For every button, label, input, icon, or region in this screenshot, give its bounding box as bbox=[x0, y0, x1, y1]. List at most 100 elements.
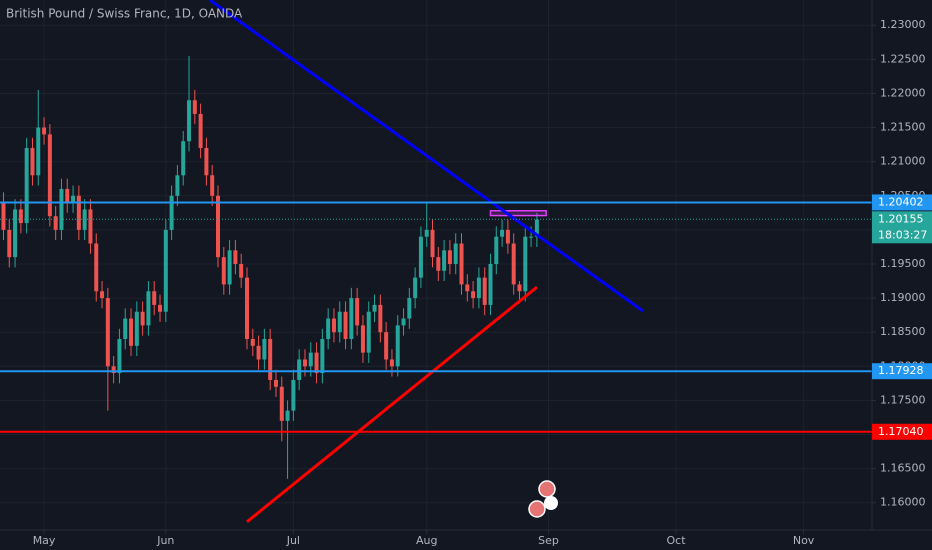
candle-body bbox=[436, 257, 441, 271]
candle-body bbox=[395, 325, 400, 367]
countdown-label: 18:03:27 bbox=[878, 228, 927, 241]
candle-body bbox=[94, 243, 99, 292]
candle-body bbox=[291, 379, 296, 411]
x-tick-label: Oct bbox=[667, 534, 687, 547]
candle-body bbox=[494, 236, 499, 264]
candle-body bbox=[18, 209, 23, 224]
y-tick-label: 1.19500 bbox=[880, 257, 926, 270]
candle-body bbox=[100, 291, 105, 299]
trend-line bbox=[209, 0, 644, 313]
y-tick-label: 1.21500 bbox=[880, 121, 926, 134]
candle-body bbox=[105, 298, 110, 367]
candle-body bbox=[42, 127, 47, 135]
candle-body bbox=[378, 304, 383, 333]
candle-body bbox=[152, 291, 157, 305]
candle-body bbox=[517, 284, 522, 292]
price-label-bg bbox=[872, 363, 932, 380]
candle-body bbox=[523, 236, 528, 292]
candle-body bbox=[360, 325, 365, 353]
candle-body bbox=[476, 277, 481, 299]
x-tick-label: May bbox=[33, 534, 56, 547]
candle-body bbox=[343, 311, 348, 340]
candle-body bbox=[302, 359, 307, 367]
candle-body bbox=[418, 236, 423, 278]
y-tick-label: 1.18500 bbox=[880, 325, 926, 338]
price-label: 1.17040 bbox=[878, 425, 924, 438]
y-tick-label: 1.16500 bbox=[880, 462, 926, 475]
candle-body bbox=[331, 318, 336, 333]
candle-body bbox=[349, 298, 354, 340]
candle-body bbox=[471, 291, 476, 299]
candle-body bbox=[407, 298, 412, 319]
event-icon[interactable] bbox=[528, 500, 546, 518]
candle-body bbox=[227, 250, 232, 285]
candle-body bbox=[221, 257, 226, 285]
candle-body bbox=[384, 332, 389, 360]
candle-body bbox=[233, 250, 238, 264]
last-price-label-bg bbox=[872, 211, 932, 244]
candle-body bbox=[355, 298, 360, 326]
candle-body bbox=[285, 410, 290, 421]
price-label-bg bbox=[872, 423, 932, 440]
candle-body bbox=[320, 339, 325, 374]
candle-body bbox=[169, 195, 174, 230]
candle-body bbox=[529, 236, 534, 238]
candle-body bbox=[273, 379, 278, 387]
candle-body bbox=[430, 229, 435, 258]
candle-body bbox=[413, 277, 418, 299]
y-tick-label: 1.22500 bbox=[880, 52, 926, 65]
candle-body bbox=[123, 318, 128, 340]
candle-body bbox=[268, 339, 273, 380]
price-label-bg bbox=[872, 194, 932, 211]
price-label: 1.20402 bbox=[878, 195, 924, 208]
x-tick-label: Jun bbox=[156, 534, 174, 547]
candle-body bbox=[314, 352, 319, 374]
grid bbox=[0, 0, 872, 530]
candle-body bbox=[7, 229, 12, 258]
candle-body bbox=[482, 277, 487, 305]
event-icon[interactable] bbox=[538, 480, 556, 498]
candle-body bbox=[117, 339, 122, 374]
candle-body bbox=[511, 243, 516, 285]
x-tick-label: Sep bbox=[538, 534, 559, 547]
candle-body bbox=[76, 195, 81, 230]
plot bbox=[0, 0, 872, 523]
candle-body bbox=[279, 386, 284, 421]
candle-body bbox=[24, 148, 29, 224]
candle-body bbox=[65, 188, 70, 203]
trend-line bbox=[246, 286, 538, 523]
y-tick-label: 1.23000 bbox=[880, 18, 926, 31]
candle-body bbox=[453, 243, 458, 264]
candle-body bbox=[262, 339, 267, 360]
candle-body bbox=[71, 195, 76, 203]
candle-body bbox=[204, 148, 209, 176]
last-price-label: 1.20155 bbox=[878, 212, 924, 225]
candle-body bbox=[326, 318, 331, 340]
chart-title: British Pound / Swiss Franc, 1D, OANDA bbox=[6, 7, 243, 21]
candle-body bbox=[140, 311, 145, 326]
candle-body bbox=[459, 243, 464, 285]
candle-body bbox=[256, 345, 261, 360]
rectangle-drawing bbox=[489, 210, 547, 217]
candle-body bbox=[366, 311, 371, 353]
candle-body bbox=[53, 216, 58, 230]
candle-body bbox=[505, 229, 510, 244]
y-tick-label: 1.19000 bbox=[880, 291, 926, 304]
event-icon[interactable] bbox=[544, 496, 558, 510]
candle-body bbox=[297, 359, 302, 380]
candle-body bbox=[465, 284, 470, 292]
candle-body bbox=[442, 250, 447, 271]
candle-body bbox=[192, 100, 197, 114]
candle-body bbox=[88, 209, 93, 244]
candle-body bbox=[239, 263, 244, 278]
candle-body bbox=[534, 219, 539, 237]
candle-body bbox=[372, 304, 377, 312]
x-tick-label: Nov bbox=[793, 534, 815, 547]
candle-body bbox=[308, 352, 313, 367]
y-tick-label: 1.22000 bbox=[880, 86, 926, 99]
candle-body bbox=[146, 291, 151, 326]
event-icons bbox=[528, 480, 558, 518]
